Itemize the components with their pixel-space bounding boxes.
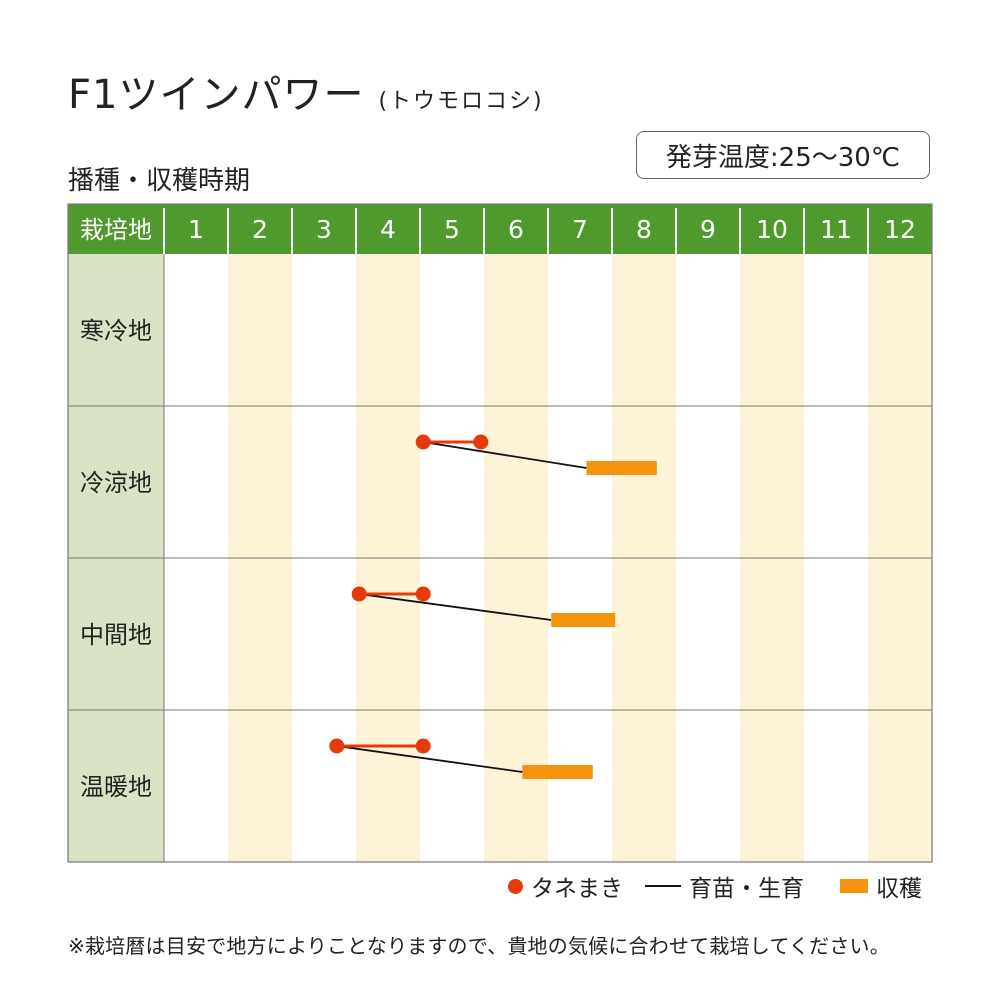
month-label: 12: [884, 215, 916, 244]
region-label: 温暖地: [80, 773, 152, 801]
month-label: 5: [444, 215, 460, 244]
growth-line: [423, 441, 587, 469]
month-label: 2: [252, 215, 268, 244]
legend-sowing-label: タネまき: [531, 876, 623, 902]
germination-temp-box: 発芽温度:25〜30℃: [636, 131, 930, 179]
sowing-end-dot: [415, 738, 431, 754]
sowing-end-dot: [415, 586, 431, 602]
sowing-dot-icon: [508, 878, 523, 894]
growth-line: [359, 593, 552, 621]
month-label: 6: [508, 215, 524, 244]
harvest-bar: [522, 765, 593, 779]
month-label: 8: [636, 215, 652, 244]
germination-temp-text: 発芽温度:25〜30℃: [665, 142, 901, 173]
month-label: 3: [316, 215, 332, 244]
page-title: F1ツインパワー (トウモロコシ): [68, 62, 544, 120]
legend: タネまき 育苗・生育 収穫: [508, 868, 922, 904]
harvest-bar: [586, 461, 657, 475]
month-label: 10: [756, 215, 788, 244]
month-label: 7: [572, 215, 588, 244]
region-label: 中間地: [80, 621, 152, 649]
region-label: 冷涼地: [80, 469, 152, 497]
chart-subtitle: 播種・収穫時期: [68, 166, 251, 196]
legend-harvest: 収穫: [840, 869, 922, 903]
title-sub: (トウモロコシ): [378, 89, 544, 114]
legend-growing: 育苗・生育: [645, 869, 804, 903]
header-band: [68, 204, 932, 254]
header-label: 栽培地: [80, 216, 152, 244]
chart-frame: [67, 203, 933, 863]
legend-harvest-label: 収穫: [876, 876, 922, 902]
title-main: F1ツインパワー: [68, 72, 365, 118]
growth-line-icon: [645, 884, 681, 888]
month-label: 1: [188, 215, 204, 244]
harvest-bar: [551, 613, 616, 627]
sowing-end-dot: [473, 434, 489, 450]
month-label: 11: [820, 215, 852, 244]
region-label: 寒冷地: [80, 317, 152, 345]
sowing-start-dot: [351, 586, 367, 602]
sowing-start-dot: [415, 434, 431, 450]
sowing-start-dot: [329, 738, 345, 754]
growth-line: [336, 745, 523, 773]
month-label: 9: [700, 215, 716, 244]
legend-sowing: タネまき: [508, 869, 623, 903]
month-label: 4: [380, 215, 396, 244]
legend-growing-label: 育苗・生育: [689, 876, 804, 902]
footnote: ※栽培暦は目安で地方によりことなりますので、貴地の気候に合わせて栽培してください…: [68, 934, 890, 958]
harvest-bar-icon: [840, 879, 868, 893]
